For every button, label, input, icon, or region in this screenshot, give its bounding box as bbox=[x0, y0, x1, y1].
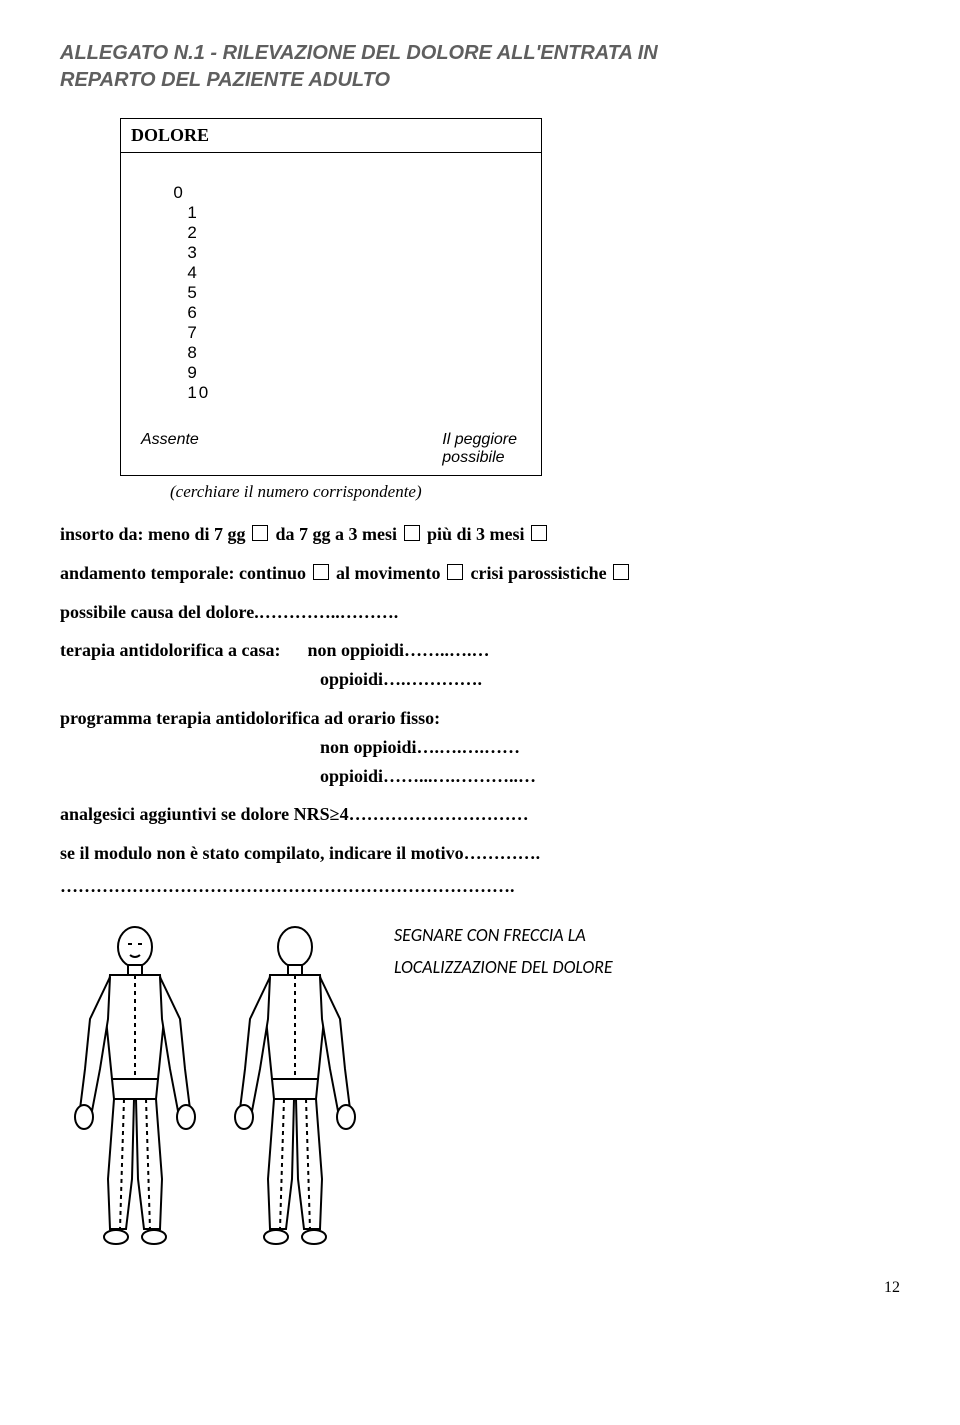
modulo-dots: …………………………………………………………………. bbox=[60, 872, 900, 901]
checkbox-icon[interactable] bbox=[404, 525, 420, 541]
header-line2: REPARTO DEL PAZIENTE ADULTO bbox=[60, 69, 390, 91]
note-line2: LOCALIZZAZIONE DEL DOLORE bbox=[394, 951, 613, 983]
andamento-mid2: crisi parossistiche bbox=[470, 563, 611, 583]
andamento-line: andamento temporale: continuo al movimen… bbox=[60, 559, 900, 588]
scale-num: 4 bbox=[187, 263, 198, 282]
scale-body: 0 1 2 3 4 5 6 7 8 9 10 Assente Il peggio… bbox=[121, 153, 541, 475]
scale-num: 2 bbox=[187, 223, 198, 242]
programma-line1: non oppioidi….….….…… bbox=[320, 737, 520, 757]
body-front-icon bbox=[60, 919, 210, 1249]
scale-num: 8 bbox=[187, 343, 198, 362]
terapia-casa-block: terapia antidolorifica a casa: non oppio… bbox=[60, 636, 900, 694]
modulo-line: se il modulo non è stato compilato, indi… bbox=[60, 839, 900, 868]
insorto-prefix: insorto da: meno di 7 gg bbox=[60, 524, 250, 544]
checkbox-icon[interactable] bbox=[252, 525, 268, 541]
terapia-casa-line2: oppioidi….…………. bbox=[320, 669, 482, 689]
note-line1: SEGNARE CON FRECCIA LA bbox=[394, 919, 613, 951]
scale-num: 9 bbox=[187, 363, 198, 382]
scale-labels: Assente Il peggiore possibile bbox=[133, 431, 529, 467]
terapia-casa-label: terapia antidolorifica a casa: bbox=[60, 640, 280, 660]
scale-num: 7 bbox=[187, 323, 198, 342]
header: ALLEGATO N.1 - RILEVAZIONE DEL DOLORE AL… bbox=[60, 40, 900, 94]
andamento-prefix: andamento temporale: continuo bbox=[60, 563, 311, 583]
analgesici-line: analgesici aggiuntivi se dolore NRS≥4………… bbox=[60, 800, 900, 829]
header-line1: ALLEGATO N.1 - RILEVAZIONE DEL DOLORE AL… bbox=[60, 42, 658, 64]
insorto-mid1: da 7 gg a 3 mesi bbox=[276, 524, 402, 544]
programma-label: programma terapia antidolorifica ad orar… bbox=[60, 708, 440, 728]
scale-num: 6 bbox=[187, 303, 198, 322]
scale-num: 0 bbox=[173, 183, 184, 202]
localization-note: SEGNARE CON FRECCIA LA LOCALIZZAZIONE DE… bbox=[394, 919, 613, 984]
scale-numbers: 0 1 2 3 4 5 6 7 8 9 10 bbox=[133, 163, 529, 423]
scale-num: 3 bbox=[187, 243, 198, 262]
scale-right-1: Il peggiore bbox=[442, 431, 517, 448]
checkbox-icon[interactable] bbox=[447, 564, 463, 580]
scale-num: 1 bbox=[187, 203, 198, 222]
scale-left-label: Assente bbox=[141, 431, 199, 467]
checkbox-icon[interactable] bbox=[613, 564, 629, 580]
programma-block: programma terapia antidolorifica ad orar… bbox=[60, 704, 900, 790]
figure-row: SEGNARE CON FRECCIA LA LOCALIZZAZIONE DE… bbox=[60, 919, 900, 1249]
scale-num: 5 bbox=[187, 283, 198, 302]
andamento-mid1: al movimento bbox=[336, 563, 445, 583]
insorto-line: insorto da: meno di 7 gg da 7 gg a 3 mes… bbox=[60, 520, 900, 549]
page-number: 12 bbox=[60, 1279, 900, 1297]
scale-right-label: Il peggiore possibile bbox=[442, 431, 517, 467]
possibile-causa: possibile causa del dolore.…………..………. bbox=[60, 598, 900, 627]
checkbox-icon[interactable] bbox=[531, 525, 547, 541]
programma-line2: oppioidi……...….………..… bbox=[320, 766, 536, 786]
pain-scale-box: DOLORE 0 1 2 3 4 5 6 7 8 9 10 Assente Il… bbox=[120, 118, 542, 476]
scale-title: DOLORE bbox=[121, 119, 541, 153]
body-back-icon bbox=[220, 919, 370, 1249]
insorto-mid2: più di 3 mesi bbox=[427, 524, 529, 544]
terapia-casa-line1: non oppioidi……..….… bbox=[307, 640, 489, 660]
checkbox-icon[interactable] bbox=[313, 564, 329, 580]
body-diagrams bbox=[60, 919, 370, 1249]
scale-num: 10 bbox=[187, 383, 210, 402]
scale-right-2: possibile bbox=[442, 449, 504, 466]
scale-annotation: (cerchiare il numero corrispondente) bbox=[170, 482, 900, 502]
